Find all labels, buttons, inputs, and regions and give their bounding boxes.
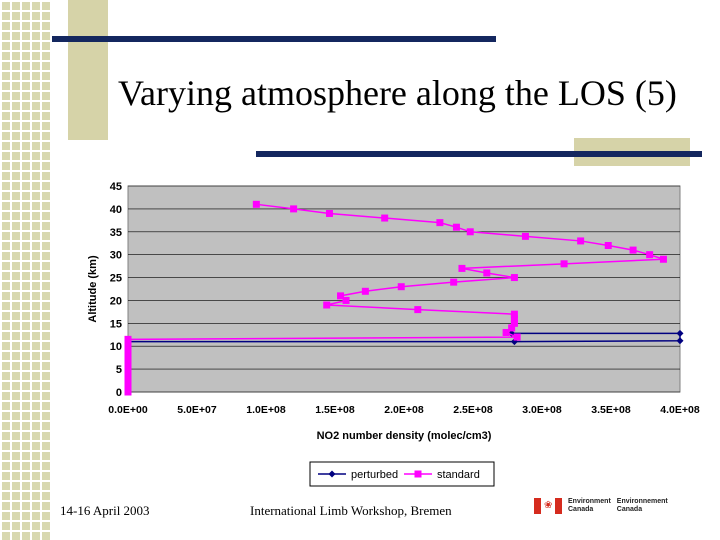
footer-date: 14-16 April 2003 (60, 503, 150, 518)
data-point-standard (560, 260, 568, 268)
x-tick-label: 2.0E+08 (384, 404, 424, 416)
data-point-standard (502, 328, 510, 336)
data-point-standard (659, 255, 667, 263)
data-point-standard (397, 283, 405, 291)
data-point-standard (483, 269, 491, 277)
x-tick-label: 1.5E+08 (315, 404, 355, 416)
data-point-standard (646, 251, 654, 259)
data-point-standard (323, 301, 331, 309)
logo-fr-line1: Environnement (616, 498, 668, 505)
data-point-standard (604, 242, 612, 250)
x-tick-label: 2.5E+08 (453, 404, 493, 416)
y-tick-label: 5 (116, 364, 122, 376)
data-point-standard (342, 296, 350, 304)
y-tick-label: 20 (110, 295, 122, 307)
data-point-standard (414, 306, 422, 314)
y-tick-label: 45 (110, 181, 122, 193)
decorative-checker-strip (0, 0, 50, 540)
x-tick-label: 1.0E+08 (246, 404, 286, 416)
data-point-standard (381, 214, 389, 222)
data-point-standard (124, 379, 132, 387)
data-point-standard (510, 274, 518, 282)
data-point-standard (510, 319, 518, 327)
data-point-standard (513, 333, 521, 341)
data-point-standard (508, 324, 516, 332)
data-point-standard (124, 361, 132, 369)
y-tick-label: 15 (110, 318, 122, 330)
data-point-standard (124, 351, 132, 359)
data-point-standard (452, 223, 460, 231)
logo-en-line1: Environment (568, 498, 611, 505)
y-tick-label: 35 (110, 227, 122, 239)
slide-title: Varying atmosphere along the LOS (5) (118, 73, 677, 113)
legend-marker-perturbed (328, 470, 336, 478)
data-point-standard (124, 370, 132, 378)
data-point-standard (577, 237, 585, 245)
data-point-standard (124, 383, 132, 391)
y-axis-title: Altitude (km) (87, 255, 99, 323)
data-point-standard (436, 219, 444, 227)
logo-en-line2: Canada (568, 506, 594, 513)
data-point-perturbed (676, 329, 684, 337)
decorative-square-top (68, 0, 108, 140)
data-point-standard (510, 310, 518, 318)
data-point-standard (124, 388, 132, 396)
x-axis-title: NO2 number density (molec/cm3) (317, 430, 492, 442)
legend-marker-standard (414, 470, 422, 478)
x-tick-label: 4.0E+08 (660, 404, 700, 416)
data-point-standard (124, 365, 132, 373)
data-point-standard (450, 278, 458, 286)
environment-canada-logo: ❀ Environment Canada Environnement Canad… (534, 498, 668, 514)
x-tick-label: 0.0E+00 (108, 404, 148, 416)
data-point-standard (124, 342, 132, 350)
decorative-bar-middle (256, 151, 702, 157)
data-point-standard (510, 315, 518, 323)
data-point-standard (466, 228, 474, 236)
data-point-standard (124, 356, 132, 364)
data-point-standard (521, 232, 529, 240)
data-point-standard (325, 209, 333, 217)
logo-fr-line2: Canada (616, 506, 643, 513)
logo-text-french: Environnement Canada (617, 498, 668, 514)
logo-text-english: Environment Canada (568, 498, 611, 514)
data-point-standard (290, 205, 298, 213)
data-point-standard (124, 338, 132, 346)
y-tick-label: 30 (110, 250, 122, 262)
x-tick-label: 5.0E+07 (177, 404, 217, 416)
data-point-standard (337, 292, 345, 300)
decorative-bar-top (52, 36, 496, 42)
y-tick-label: 10 (110, 341, 122, 353)
x-tick-label: 3.0E+08 (522, 404, 562, 416)
data-point-perturbed (676, 337, 684, 345)
legend-label-perturbed: perturbed (351, 469, 398, 481)
data-point-standard (124, 374, 132, 382)
footer-event: International Limb Workshop, Bremen (250, 503, 452, 518)
data-point-standard (361, 287, 369, 295)
data-point-standard (252, 200, 260, 208)
data-point-standard (458, 264, 466, 272)
data-point-standard (629, 246, 637, 254)
y-tick-label: 0 (116, 387, 122, 399)
y-tick-label: 25 (110, 273, 122, 285)
data-point-standard (124, 347, 132, 355)
canada-flag-icon: ❀ (534, 498, 562, 514)
legend-label-standard: standard (437, 469, 480, 481)
y-tick-label: 40 (110, 204, 122, 216)
x-tick-label: 3.5E+08 (591, 404, 631, 416)
